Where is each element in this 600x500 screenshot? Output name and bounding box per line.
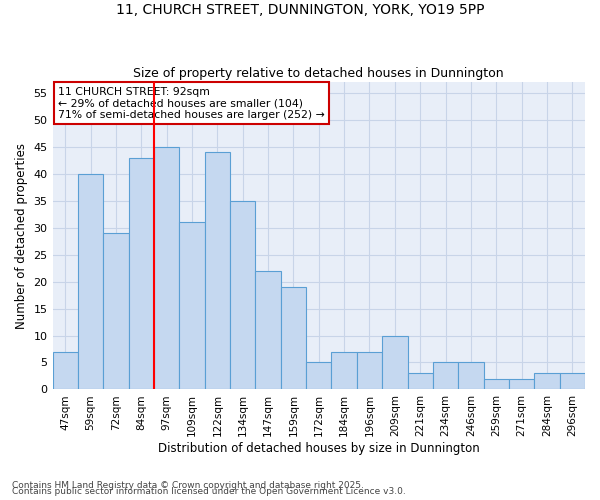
Bar	[205, 152, 230, 390]
Bar	[560, 374, 585, 390]
Bar	[179, 222, 205, 390]
X-axis label: Distribution of detached houses by size in Dunnington: Distribution of detached houses by size …	[158, 442, 479, 455]
Bar	[433, 362, 458, 390]
Text: 11 CHURCH STREET: 92sqm
← 29% of detached houses are smaller (104)
71% of semi-d: 11 CHURCH STREET: 92sqm ← 29% of detache…	[58, 86, 325, 120]
Bar	[256, 271, 281, 390]
Bar	[509, 378, 534, 390]
Bar	[331, 352, 357, 390]
Y-axis label: Number of detached properties: Number of detached properties	[15, 143, 28, 329]
Bar	[306, 362, 331, 390]
Text: Contains HM Land Registry data © Crown copyright and database right 2025.: Contains HM Land Registry data © Crown c…	[12, 481, 364, 490]
Title: Size of property relative to detached houses in Dunnington: Size of property relative to detached ho…	[133, 66, 504, 80]
Bar	[484, 378, 509, 390]
Bar	[534, 374, 560, 390]
Text: Contains public sector information licensed under the Open Government Licence v3: Contains public sector information licen…	[12, 487, 406, 496]
Bar	[357, 352, 382, 390]
Bar	[281, 287, 306, 390]
Bar	[407, 374, 433, 390]
Text: 11, CHURCH STREET, DUNNINGTON, YORK, YO19 5PP: 11, CHURCH STREET, DUNNINGTON, YORK, YO1…	[116, 2, 484, 16]
Bar	[78, 174, 103, 390]
Bar	[154, 147, 179, 390]
Bar	[53, 352, 78, 390]
Bar	[128, 158, 154, 390]
Bar	[230, 200, 256, 390]
Bar	[103, 233, 128, 390]
Bar	[458, 362, 484, 390]
Bar	[382, 336, 407, 390]
